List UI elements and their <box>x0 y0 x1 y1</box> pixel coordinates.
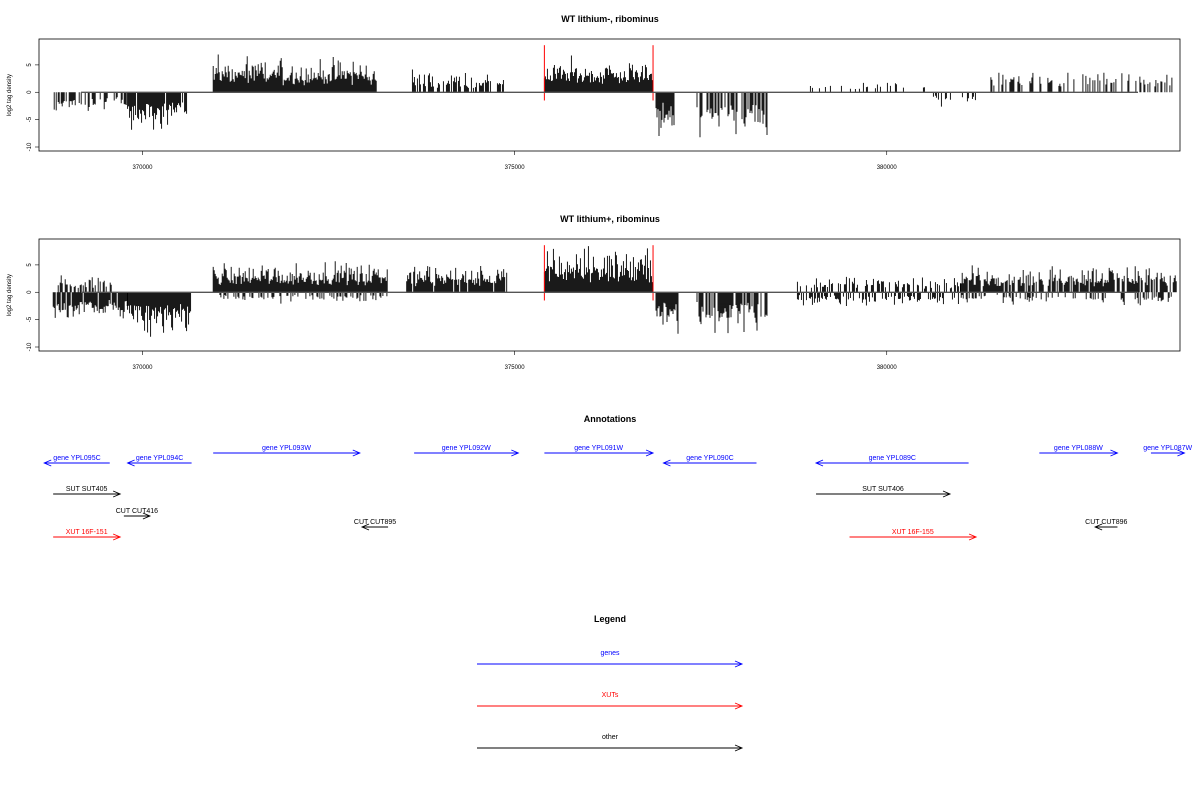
panel-lithium-plus: WT lithium+, ribominus log2 tag density … <box>7 214 1181 371</box>
feature-label: gene YPL088W <box>1054 445 1103 452</box>
feature-label: gene YPL087W <box>1143 445 1192 452</box>
x-axis: 370000 375000 380000 <box>132 151 897 171</box>
y-tick-label: 0 <box>27 90 33 94</box>
legend-title: Legend <box>594 614 626 624</box>
feature-label: gene YPL089C <box>869 455 916 462</box>
feature-arrow <box>816 490 952 498</box>
legend-arrow <box>477 702 744 710</box>
y-axis-label: log2 tag density <box>7 274 13 316</box>
feature-arrow <box>849 533 978 541</box>
x-tick-label: 375000 <box>505 165 526 171</box>
feature-arrow <box>814 459 969 467</box>
feature-arrow <box>126 459 192 467</box>
panel-lithium-minus: WT lithium-, ribominus log2 tag density … <box>7 14 1181 171</box>
y-tick-label: 5 <box>27 263 33 267</box>
feature-arrow <box>53 533 122 541</box>
annotations-track: Annotations gene YPL095C gene YPL094Cgene… <box>43 414 1193 541</box>
signal-bars <box>53 54 1173 138</box>
legend: Legend genes XUTs other <box>477 614 744 752</box>
panel-title: WT lithium-, ribominus <box>561 14 659 24</box>
feature-arrow <box>662 459 757 467</box>
y-tick-label: 5 <box>27 63 33 67</box>
x-tick-label: 380000 <box>877 165 898 171</box>
feature-arrow <box>1039 449 1119 457</box>
feature-arrow <box>1093 523 1118 531</box>
y-tick-label: 0 <box>27 290 33 294</box>
feature-label: SUT SUT405 <box>66 486 108 493</box>
feature-arrow <box>213 449 361 457</box>
legend-label: XUTs <box>602 692 619 699</box>
feature-label: gene YPL095C <box>53 455 100 462</box>
signal-bar-path <box>53 54 1173 138</box>
highlight-lines <box>543 45 654 101</box>
feature-label: gene YPL094C <box>136 455 183 462</box>
feature-arrows: gene YPL095C gene YPL094C gene YPL093W gene… <box>43 445 1193 541</box>
feature-label: CUT CUT895 <box>354 519 396 526</box>
feature-arrow <box>414 449 520 457</box>
x-tick-label: 370000 <box>132 165 153 171</box>
x-tick-label: 380000 <box>877 365 898 371</box>
plot-frame <box>38 238 1181 352</box>
feature-label: CUT CUT896 <box>1085 519 1127 526</box>
feature-label: SUT SUT406 <box>862 486 904 493</box>
legend-label: genes <box>600 650 620 657</box>
y-tick-label: -10 <box>27 342 33 351</box>
feature-arrow <box>123 512 152 520</box>
legend-arrow <box>477 660 744 668</box>
feature-label: CUT CUT416 <box>116 508 158 515</box>
feature-label: gene YPL091W <box>574 445 623 452</box>
feature-label: gene YPL092W <box>442 445 491 452</box>
highlight-lines <box>543 245 654 301</box>
feature-label: XUT 16F-151 <box>66 529 108 536</box>
y-axis-label: log2 tag density <box>7 74 13 116</box>
plot-frame <box>38 38 1181 152</box>
legend-arrow <box>477 744 744 752</box>
y-tick-label: -5 <box>27 316 33 322</box>
legend-items: genes XUTs other <box>477 650 744 752</box>
feature-label: gene YPL090C <box>686 455 733 462</box>
feature-label: gene YPL093W <box>262 445 311 452</box>
feature-arrow <box>1150 449 1186 457</box>
y-axis: log2 tag density -10 -5 0 5 <box>7 263 39 351</box>
feature-label: XUT 16F-155 <box>892 529 934 536</box>
y-tick-label: -5 <box>27 116 33 122</box>
signal-bar-path <box>52 246 1177 337</box>
feature-arrow <box>53 490 122 498</box>
annotations-title: Annotations <box>584 414 637 424</box>
x-tick-label: 370000 <box>132 365 153 371</box>
feature-arrow <box>544 449 655 457</box>
panel-title: WT lithium+, ribominus <box>560 214 660 224</box>
feature-arrow <box>43 459 110 467</box>
x-tick-label: 375000 <box>505 365 526 371</box>
signal-bars <box>52 246 1177 337</box>
y-axis: log2 tag density -10 -5 0 5 <box>7 63 39 151</box>
y-tick-label: -10 <box>27 142 33 151</box>
legend-label: other <box>602 734 619 741</box>
x-axis: 370000 375000 380000 <box>132 351 897 371</box>
feature-arrow <box>360 523 389 531</box>
